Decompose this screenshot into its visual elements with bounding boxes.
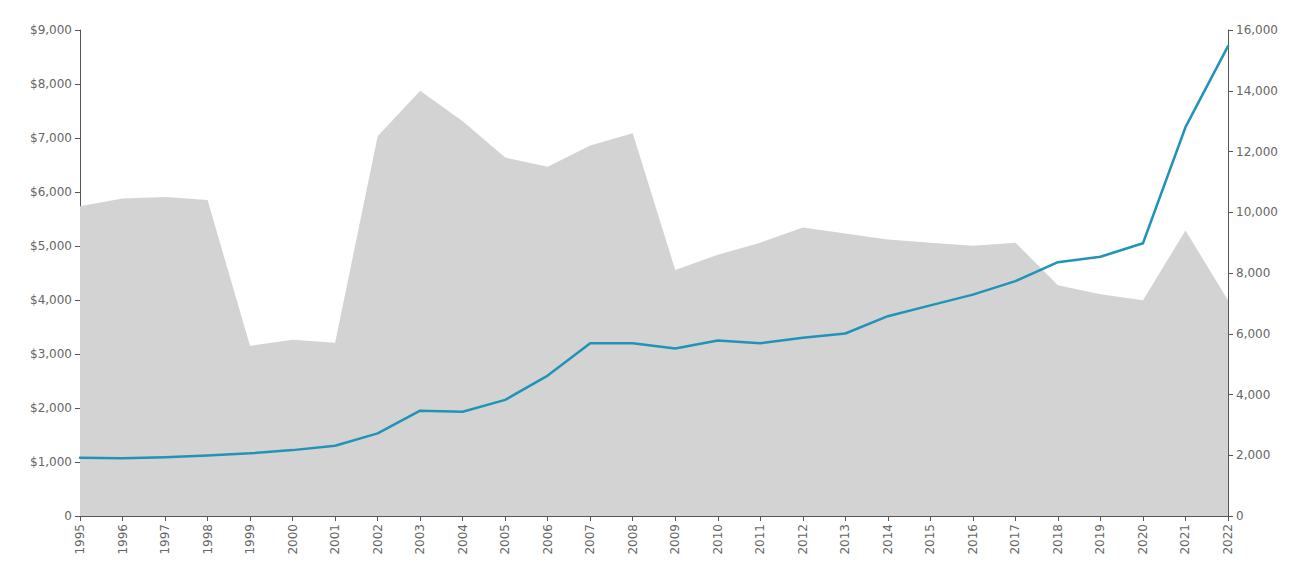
svg-text:2011: 2011 (753, 524, 767, 555)
svg-text:2022: 2022 (1221, 524, 1235, 555)
svg-text:2018: 2018 (1051, 524, 1065, 555)
svg-text:2020: 2020 (1136, 524, 1150, 555)
svg-text:2019: 2019 (1093, 524, 1107, 555)
svg-text:0: 0 (1236, 509, 1244, 523)
svg-text:2015: 2015 (923, 524, 937, 555)
svg-text:2002: 2002 (371, 524, 385, 555)
svg-text:2001: 2001 (328, 524, 342, 555)
svg-text:$2,000: $2,000 (30, 401, 72, 415)
svg-text:$5,000: $5,000 (30, 239, 72, 253)
svg-text:2000: 2000 (286, 524, 300, 555)
svg-text:2006: 2006 (541, 524, 555, 555)
svg-text:10,000: 10,000 (1236, 205, 1278, 219)
svg-text:$6,000: $6,000 (30, 185, 72, 199)
svg-text:2008: 2008 (626, 524, 640, 555)
svg-text:2005: 2005 (498, 524, 512, 555)
svg-text:2009: 2009 (668, 524, 682, 555)
svg-text:1995: 1995 (73, 524, 87, 555)
svg-text:2007: 2007 (583, 524, 597, 555)
svg-text:1996: 1996 (116, 524, 130, 555)
svg-text:2014: 2014 (881, 524, 895, 555)
svg-text:2010: 2010 (711, 524, 725, 555)
svg-text:$1,000: $1,000 (30, 455, 72, 469)
svg-text:$8,000: $8,000 (30, 77, 72, 91)
svg-text:$9,000: $9,000 (30, 23, 72, 37)
svg-text:2016: 2016 (966, 524, 980, 555)
svg-text:$7,000: $7,000 (30, 131, 72, 145)
svg-text:0: 0 (64, 509, 72, 523)
svg-text:1999: 1999 (243, 524, 257, 555)
svg-text:4,000: 4,000 (1236, 388, 1270, 402)
svg-text:2021: 2021 (1178, 524, 1192, 555)
svg-text:1997: 1997 (158, 524, 172, 555)
svg-text:2017: 2017 (1008, 524, 1022, 555)
svg-text:6,000: 6,000 (1236, 327, 1270, 341)
svg-text:1998: 1998 (201, 524, 215, 555)
svg-text:14,000: 14,000 (1236, 84, 1278, 98)
svg-text:2003: 2003 (413, 524, 427, 555)
svg-text:12,000: 12,000 (1236, 145, 1278, 159)
svg-text:$4,000: $4,000 (30, 293, 72, 307)
svg-text:2,000: 2,000 (1236, 448, 1270, 462)
svg-text:8,000: 8,000 (1236, 266, 1270, 280)
svg-text:2004: 2004 (456, 524, 470, 555)
svg-text:2012: 2012 (796, 524, 810, 555)
svg-text:$3,000: $3,000 (30, 347, 72, 361)
svg-text:16,000: 16,000 (1236, 23, 1278, 37)
svg-text:2013: 2013 (838, 524, 852, 555)
